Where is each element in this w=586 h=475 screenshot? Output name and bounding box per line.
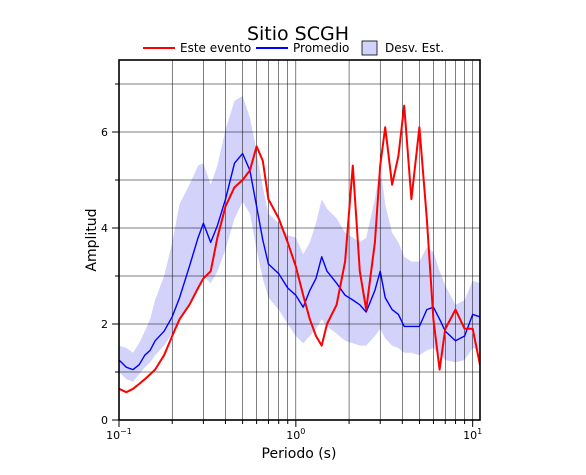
x-tick-label: 101: [463, 427, 482, 442]
std-dev-band: [119, 96, 480, 382]
x-tick-label: 10−1: [106, 427, 132, 442]
axis-ticks: [112, 83, 474, 427]
series-line-este-evento: [119, 104, 480, 394]
legend-label-promedio: Promedio: [293, 41, 349, 55]
y-tick-label: 0: [101, 414, 108, 427]
legend-label-desv-est: Desv. Est.: [385, 41, 444, 55]
chart-title: Sitio SCGH: [247, 23, 349, 45]
series-layer: [119, 104, 480, 394]
plot-frame: [118, 59, 481, 421]
legend-swatch-desv-est: [361, 40, 378, 56]
legend-label-este-evento: Este evento: [180, 41, 251, 55]
band-layer: [119, 96, 480, 382]
x-axis-title: Periodo (s): [262, 446, 337, 462]
y-tick-label: 2: [101, 318, 108, 331]
grid-layer: [118, 60, 480, 420]
legend: Este evento Promedio Desv. Est.: [143, 40, 444, 56]
y-tick-label: 6: [101, 126, 108, 139]
y-tick-label: 4: [101, 222, 108, 235]
x-tick-label: 100: [286, 427, 305, 442]
y-axis-title: Amplitud: [84, 208, 100, 271]
series-line-promedio: [119, 152, 480, 371]
tick-labels: 0 2 4 6 10−1 100 101: [101, 126, 482, 442]
